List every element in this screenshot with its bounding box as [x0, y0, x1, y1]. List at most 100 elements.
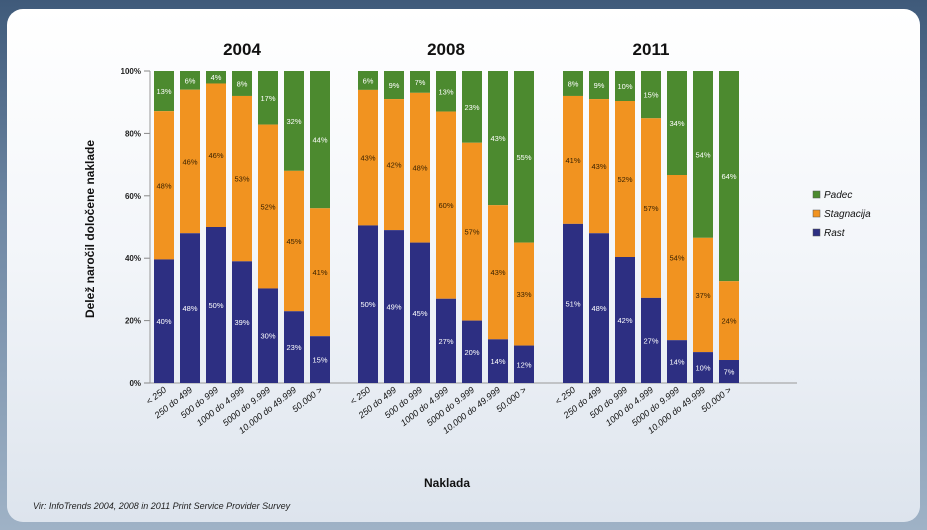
bar-rast	[310, 336, 330, 383]
data-label-padec: 34%	[669, 119, 684, 128]
bar-stagnacija	[667, 175, 687, 341]
bar-stagnacija	[615, 101, 635, 257]
data-label-rast: 23%	[286, 343, 301, 352]
data-label-stagnacija: 48%	[156, 181, 171, 190]
bar-rast	[615, 257, 635, 383]
bar-rast	[514, 345, 534, 383]
data-label-stagnacija: 57%	[643, 204, 658, 213]
bar-padec	[462, 71, 482, 143]
bar-padec	[436, 71, 456, 112]
data-label-stagnacija: 52%	[617, 175, 632, 184]
data-label-rast: 14%	[669, 358, 684, 367]
bar-padec	[180, 71, 200, 90]
data-label-padec: 17%	[260, 94, 275, 103]
data-label-stagnacija: 60%	[438, 201, 453, 210]
bar-padec	[358, 71, 378, 90]
bar-stagnacija	[258, 124, 278, 289]
bar-stagnacija	[488, 205, 508, 340]
bar-rast	[232, 261, 252, 383]
data-label-stagnacija: 42%	[386, 161, 401, 170]
y-axis-title: Delež naročil določene naklade	[83, 140, 97, 318]
x-axis-title: Naklada	[424, 476, 470, 490]
data-label-rast: 10%	[695, 364, 710, 373]
data-label-padec: 32%	[286, 117, 301, 126]
bar-padec	[514, 71, 534, 243]
stacked-bar-chart: Delež naročil določene naklade 0% 20% 40% 60…	[83, 40, 871, 490]
data-label-padec: 54%	[695, 150, 710, 159]
data-label-rast: 42%	[617, 316, 632, 325]
bar-rast	[154, 259, 174, 383]
bar-stagnacija	[284, 170, 304, 312]
data-label-stagnacija: 33%	[516, 290, 531, 299]
bar-padec	[206, 71, 226, 84]
data-label-rast: 20%	[464, 348, 479, 357]
data-label-stagnacija: 46%	[208, 151, 223, 160]
data-label-stagnacija: 54%	[669, 254, 684, 263]
data-label-stagnacija: 43%	[591, 162, 606, 171]
bar-rast	[667, 340, 687, 383]
data-label-padec: 7%	[415, 78, 426, 87]
data-label-padec: 10%	[617, 82, 632, 91]
data-label-padec: 4%	[211, 73, 222, 82]
bar-rast	[719, 360, 739, 383]
bar-rast	[693, 352, 713, 383]
y-tick-label: 100%	[121, 67, 141, 76]
data-label-stagnacija: 53%	[234, 175, 249, 184]
data-label-stagnacija: 45%	[286, 237, 301, 246]
bar-stagnacija	[232, 95, 252, 262]
bar-padec	[589, 71, 609, 100]
y-tick-label: 60%	[125, 192, 141, 201]
bar-padec	[410, 71, 430, 93]
bar-stagnacija	[514, 242, 534, 346]
data-label-rast: 48%	[591, 304, 606, 313]
data-label-padec: 64%	[721, 172, 736, 181]
bar-rast	[436, 298, 456, 383]
y-tick-label: 40%	[125, 254, 141, 263]
chart-panel: Delež naročil določene naklade 0% 20% 40% 60…	[7, 9, 920, 522]
bar-padec	[667, 71, 687, 175]
data-label-rast: 27%	[643, 336, 658, 345]
bar-rast	[563, 223, 583, 383]
data-label-rast: 45%	[412, 309, 427, 318]
data-label-padec: 9%	[389, 81, 400, 90]
data-label-padec: 13%	[156, 87, 171, 96]
data-label-padec: 6%	[185, 76, 196, 85]
bar-stagnacija	[589, 99, 609, 234]
bar-padec	[232, 71, 252, 96]
bar-rast	[488, 339, 508, 383]
legend-swatch-rast	[812, 228, 821, 237]
data-label-rast: 49%	[386, 303, 401, 312]
bar-padec	[488, 71, 508, 206]
bar-padec	[310, 71, 330, 209]
data-label-rast: 50%	[208, 301, 223, 310]
legend-swatch-stagnacija	[812, 209, 821, 218]
data-label-rast: 30%	[260, 332, 275, 341]
data-label-stagnacija: 43%	[490, 268, 505, 277]
bar-rast	[284, 311, 304, 383]
bar-rast	[410, 242, 430, 383]
bar-padec	[563, 71, 583, 96]
data-label-rast: 14%	[490, 357, 505, 366]
data-label-rast: 12%	[516, 360, 531, 369]
bar-rast	[180, 233, 200, 383]
data-label-rast: 48%	[182, 304, 197, 313]
group-title: 2011	[633, 40, 670, 59]
bar-stagnacija	[436, 111, 456, 299]
data-label-stagnacija: 41%	[565, 156, 580, 165]
group-title: 2008	[427, 40, 465, 59]
bar-stagnacija	[563, 95, 583, 224]
data-label-rast: 50%	[360, 300, 375, 309]
bar-rast	[206, 227, 226, 383]
data-label-stagnacija: 57%	[464, 228, 479, 237]
bar-padec	[284, 71, 304, 171]
bar-rast	[589, 233, 609, 383]
bar-padec	[693, 71, 713, 238]
data-label-stagnacija: 46%	[182, 157, 197, 166]
data-label-rast: 15%	[312, 356, 327, 365]
bar-stagnacija	[384, 99, 404, 231]
data-label-rast: 7%	[724, 368, 735, 377]
data-label-padec: 44%	[312, 136, 327, 145]
bar-stagnacija	[462, 142, 482, 321]
source-note: Vir: InfoTrends 2004, 2008 in 2011 Print…	[33, 501, 291, 511]
data-label-padec: 55%	[516, 153, 531, 162]
